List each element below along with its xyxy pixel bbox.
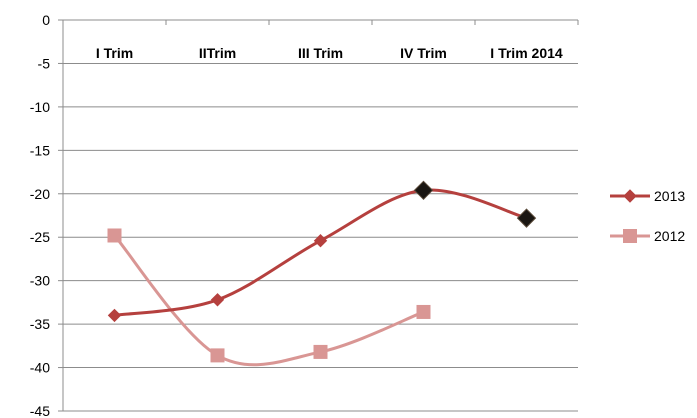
y-tick-label: -35: [30, 316, 50, 332]
legend-marker: [623, 189, 637, 203]
y-tick-label: -15: [30, 142, 50, 158]
data-point-2013: [210, 293, 225, 307]
y-tick-label: -40: [30, 360, 50, 376]
legend-label: 2012: [654, 228, 685, 244]
category-label: I Trim: [96, 45, 133, 61]
data-point-2013: [413, 180, 434, 201]
legend-marker: [623, 229, 637, 243]
series-markers: [107, 180, 537, 363]
category-labels: I Trim IITrim III Trim IV Trim I Trim 2014: [96, 45, 563, 61]
legend-label: 2013: [654, 188, 685, 204]
series-lines: [113, 188, 528, 367]
y-tick-label: -20: [30, 186, 50, 202]
data-point-2013: [516, 208, 537, 228]
series-line-2012: [113, 233, 425, 367]
category-label: IITrim: [199, 45, 236, 61]
category-label: III Trim: [298, 45, 343, 61]
legend-item-2013: 2013: [610, 188, 685, 204]
y-axis: 0 -5 -10 -15 -20 -25 -30 -35 -40 -45: [30, 12, 579, 418]
data-point-2012: [313, 344, 328, 359]
data-point-2012: [107, 228, 122, 243]
data-point-2012: [210, 348, 225, 363]
y-tick-label: -5: [38, 55, 51, 71]
y-tick-label: -25: [30, 229, 50, 245]
legend: 2013 2012: [610, 188, 685, 244]
category-label: IV Trim: [400, 45, 447, 61]
y-tick-label: -30: [30, 273, 50, 289]
series-line-2013: [113, 188, 528, 317]
y-tick-label: -10: [30, 99, 50, 115]
data-point-2013: [313, 233, 328, 248]
y-tick-label: -45: [30, 403, 50, 418]
legend-item-2012: 2012: [610, 228, 685, 244]
data-point-2013: [107, 308, 122, 323]
category-label: I Trim 2014: [490, 45, 563, 61]
y-tick-label: 0: [42, 12, 50, 28]
data-point-2012: [416, 304, 431, 319]
